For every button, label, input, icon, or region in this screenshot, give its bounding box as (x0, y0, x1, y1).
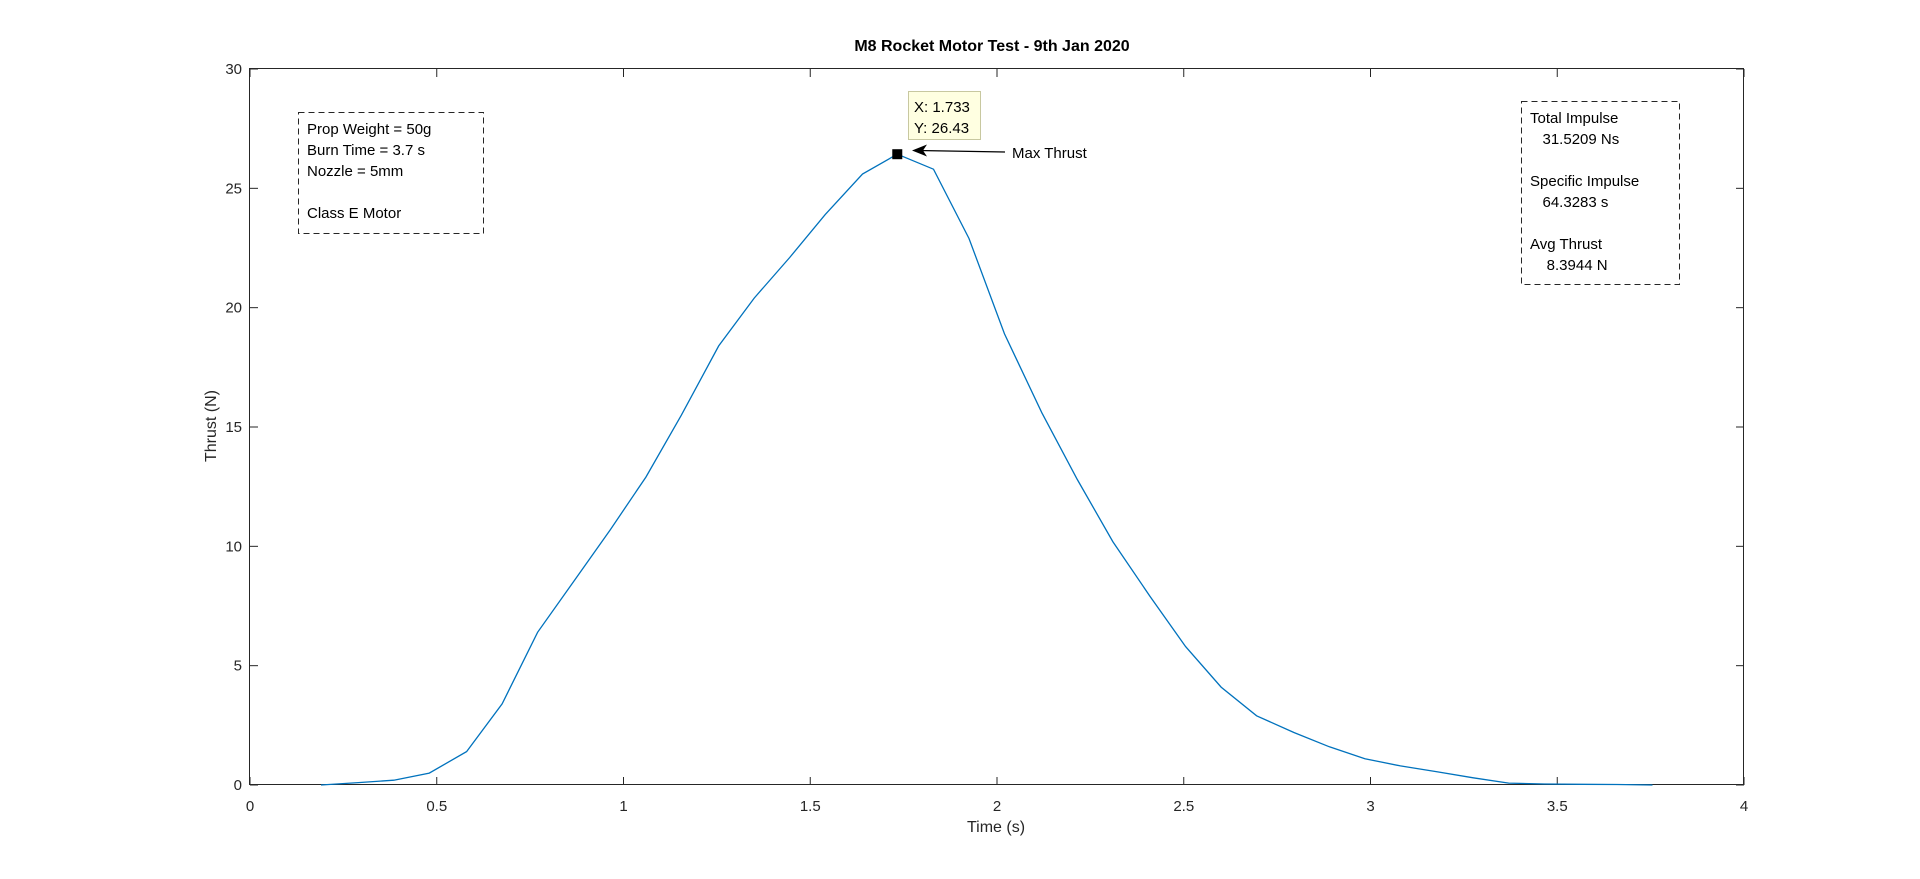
datatip-y-text: Y: 26.43 (914, 120, 969, 137)
x-tick-label: 3 (1366, 798, 1374, 815)
x-tick-label: 1.5 (800, 798, 821, 815)
y-axis: 0 5 10 15 20 25 30 (225, 61, 1744, 794)
plot-area (249, 68, 1744, 785)
impulse-info-line: Specific Impulse (1530, 173, 1639, 190)
max-thrust-arrow: Max Thrust (912, 144, 1088, 162)
x-tick-label: 4 (1740, 798, 1748, 815)
series-layer (320, 153, 1653, 786)
x-axis: 0 0.5 1 1.5 2 2.5 3 3.5 4 (246, 69, 1748, 815)
arrow-head (912, 144, 927, 157)
motor-info-line: Burn Time = 3.7 s (307, 142, 425, 159)
datatip-box (908, 91, 981, 140)
x-tick-label: 2.5 (1173, 798, 1194, 815)
datatip[interactable]: X: 1.733 Y: 26.43 (892, 91, 981, 160)
y-tick-label: 15 (225, 419, 242, 436)
y-tick-label: 20 (225, 300, 242, 317)
impulse-info-line: 64.3283 s (1530, 194, 1608, 211)
motor-info-box (298, 112, 484, 234)
chart-title: M8 Rocket Motor Test - 9th Jan 2020 (854, 38, 1129, 55)
datatip-x-text: X: 1.733 (914, 99, 970, 116)
x-tick-label: 2 (993, 798, 1001, 815)
max-thrust-label: Max Thrust (1012, 145, 1088, 162)
y-tick-label: 30 (225, 61, 242, 78)
arrow-shaft (917, 149, 1006, 153)
impulse-info-line: 31.5209 Ns (1530, 131, 1619, 148)
y-tick-label: 5 (234, 658, 242, 675)
impulse-info-text: Total Impulse 31.5209 Ns Specific Impulse… (1530, 110, 1639, 274)
y-axis-label: Thrust (N) (203, 390, 220, 462)
impulse-info-line: Avg Thrust (1530, 236, 1603, 253)
impulse-info-line: Total Impulse (1530, 110, 1618, 127)
impulse-info-box (1521, 101, 1680, 285)
x-tick-label: 3.5 (1547, 798, 1568, 815)
x-axis-label: Time (s) (967, 819, 1025, 836)
motor-info-line: Nozzle = 5mm (307, 163, 403, 180)
datatip-marker[interactable] (892, 149, 903, 160)
impulse-info-line: 8.3944 N (1530, 257, 1608, 274)
y-tick-label: 25 (225, 180, 242, 197)
x-tick-label: 0.5 (426, 798, 447, 815)
y-tick-label: 0 (234, 777, 242, 794)
motor-info-line: Class E Motor (307, 205, 401, 222)
x-tick-label: 1 (619, 798, 627, 815)
x-tick-label: 0 (246, 798, 254, 815)
motor-info-line: Prop Weight = 50g (307, 121, 431, 138)
motor-info-text: Prop Weight = 50g Burn Time = 3.7 s Nozzle… (307, 121, 431, 222)
series-line (320, 153, 1653, 786)
y-tick-label: 10 (225, 538, 242, 555)
